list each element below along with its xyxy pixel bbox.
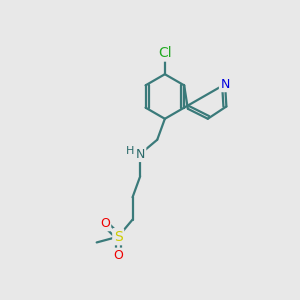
Text: S: S <box>114 230 123 244</box>
Text: O: O <box>100 217 110 230</box>
Text: H: H <box>126 146 134 156</box>
Text: O: O <box>113 249 123 262</box>
Text: N: N <box>220 78 230 91</box>
Text: N: N <box>136 148 145 160</box>
Text: Cl: Cl <box>158 46 172 60</box>
